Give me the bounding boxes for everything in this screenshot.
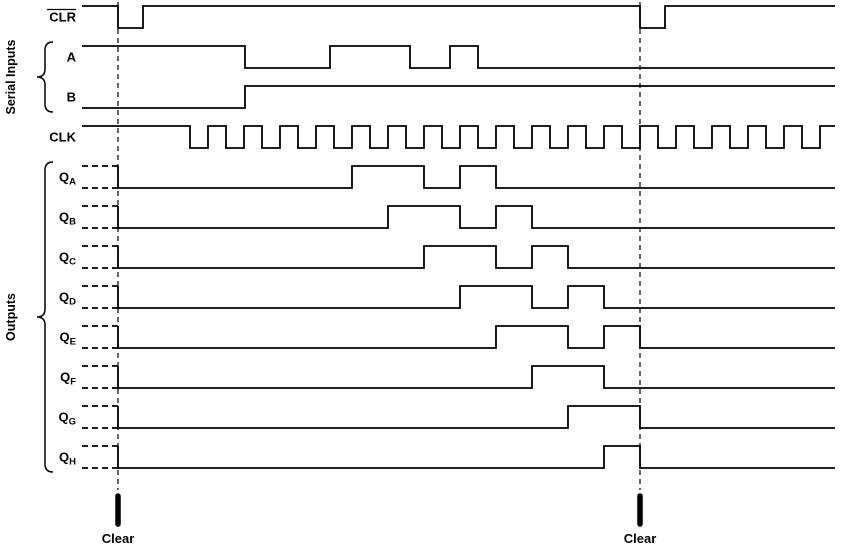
signal-label-B: B [67,90,76,105]
signal-label-CLK: CLK [49,130,76,145]
waveform-QB [117,205,835,229]
signal-label-QH: QH [59,450,76,468]
clear-marker-label: Clear [102,531,135,546]
waveform-QC [117,245,835,269]
group-label-0: Serial Inputs [4,39,18,114]
waveform-A [82,45,835,69]
waveform-CLR [82,5,835,29]
waveform-QF [117,365,835,389]
clear-marker-label: Clear [624,531,657,546]
waveform-QG [117,405,835,429]
signal-label-QA: QA [59,170,76,188]
waveform-CLK [82,125,835,149]
waveform-QA [117,165,835,189]
group-brace-1 [36,161,54,473]
signal-label-QE: QE [60,330,76,348]
signal-label-CLR: CLR [49,10,76,25]
signal-label-A: A [67,50,77,65]
waveform-QD [117,285,835,309]
signal-label-QB: QB [59,210,76,228]
group-label-1: Outputs [4,293,18,341]
group-brace-0 [36,41,54,113]
signal-label-QF: QF [60,370,76,388]
waveform-QH [117,445,835,469]
signal-label-QD: QD [59,290,76,308]
signal-label-QG: QG [58,410,76,428]
signal-label-QC: QC [59,250,76,268]
waveform-QE [117,325,835,349]
waveform-B [82,85,835,109]
